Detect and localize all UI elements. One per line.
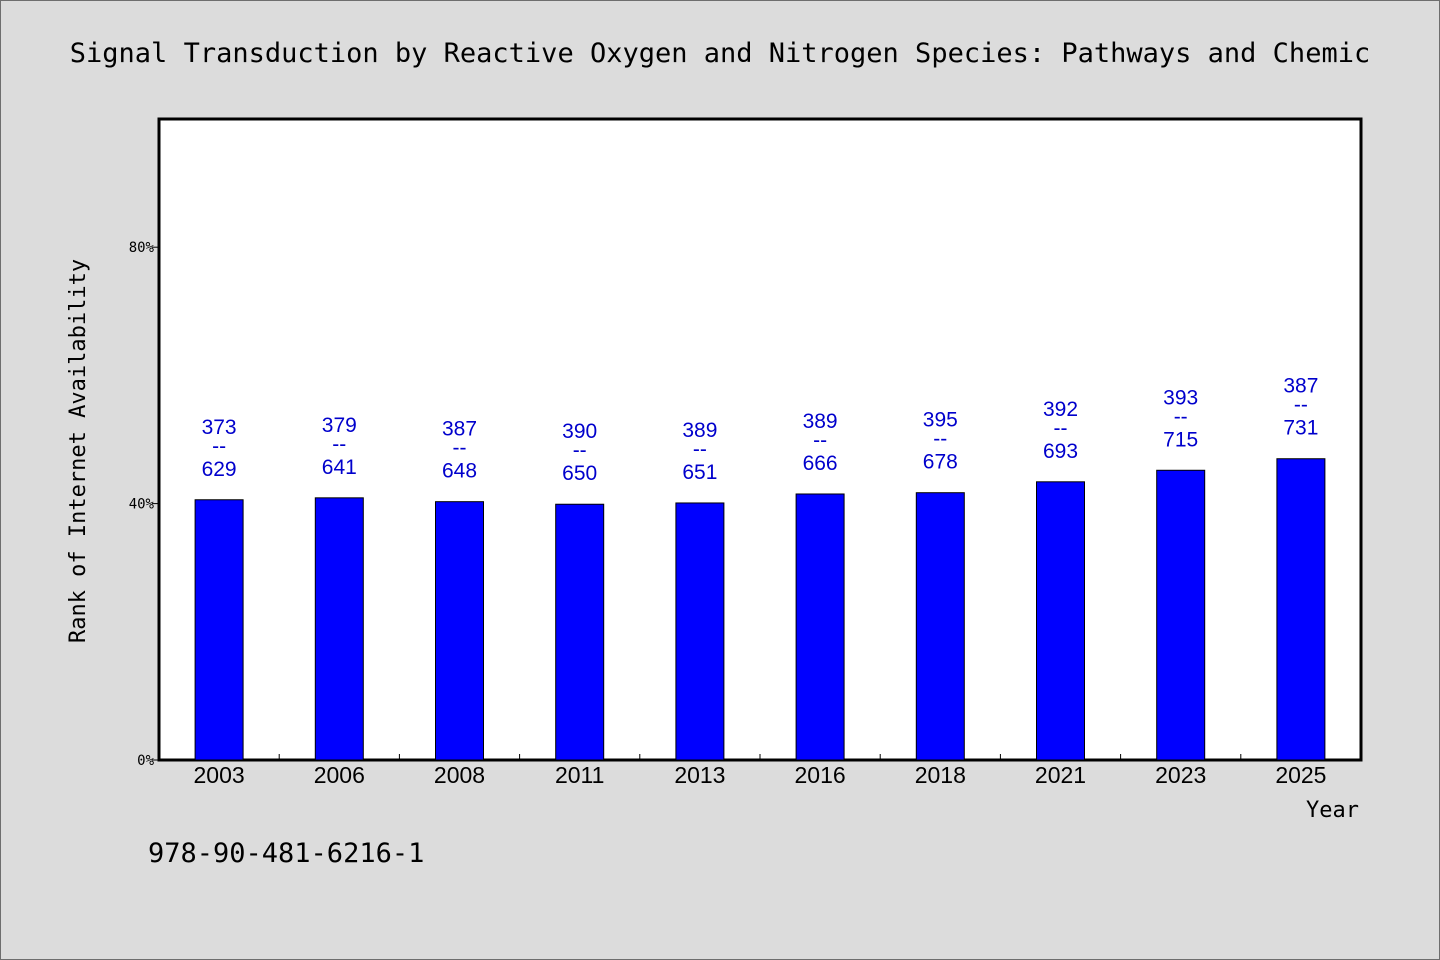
bar-label-separator: -- (332, 433, 346, 456)
axis-ticks: 0% 40% 80% 2003 2006 2008 2011 2013 2016 2018 2021… (129, 240, 1327, 788)
bar-label-bottom: 693 (1043, 440, 1078, 463)
footnote-isbn: 978-90-481-6216-1 (148, 838, 424, 869)
bar-label-bottom: 715 (1163, 428, 1198, 451)
bars (194, 458, 1326, 761)
x-tick-label: 2013 (674, 762, 725, 788)
bar-label-top: 390 (562, 420, 597, 443)
bar-label-separator: -- (453, 437, 467, 460)
bar-label-bottom: 629 (202, 458, 237, 481)
bar-labels: 373--629379--641387--648390--650389--651… (202, 375, 1319, 486)
bar-2021 (1036, 481, 1085, 761)
bar-2011 (555, 503, 605, 761)
bar-label-separator: -- (813, 429, 827, 452)
x-axis-label: Year (1306, 798, 1359, 823)
y-axis-label: Rank of Internet Availability (66, 259, 91, 643)
bar-label-bottom: 641 (322, 456, 357, 479)
y-tick-label: 0% (137, 753, 154, 769)
bar-label-top: 389 (803, 410, 838, 433)
x-tick-label: 2018 (915, 762, 966, 788)
bar-label-top: 387 (442, 418, 477, 441)
bar-label-top: 379 (322, 414, 357, 437)
bar-label-bottom: 731 (1283, 417, 1318, 440)
bar-label-separator: -- (933, 428, 947, 451)
x-tick-label: 2021 (1035, 762, 1086, 788)
bar-label-top: 387 (1283, 375, 1318, 398)
bar-label-separator: -- (573, 439, 587, 462)
bar-label-top: 373 (202, 416, 237, 439)
bar-label-bottom: 648 (442, 460, 477, 483)
bar-label-separator: -- (1294, 394, 1308, 417)
bar-label-bottom: 651 (682, 461, 717, 484)
bar-2023 (1156, 469, 1206, 761)
bar-label-bottom: 666 (803, 452, 838, 475)
bar-2016 (795, 493, 845, 761)
x-tick-label: 2003 (194, 762, 245, 788)
bar-2018 (915, 492, 965, 761)
y-tick-label: 40% (129, 497, 155, 513)
bar-label-separator: -- (1174, 405, 1188, 428)
x-tick-label: 2008 (434, 762, 485, 788)
bar-label-separator: -- (1054, 417, 1068, 440)
y-tick-label: 80% (129, 240, 155, 256)
bar-label-bottom: 678 (923, 451, 958, 474)
x-tick-label: 2025 (1275, 762, 1326, 788)
bar-2008 (435, 501, 484, 761)
chart-title: Signal Transduction by Reactive Oxygen a… (70, 38, 1370, 69)
bar-label-bottom: 650 (562, 462, 597, 485)
x-tick-label: 2011 (555, 762, 604, 788)
x-tick-label: 2006 (314, 762, 365, 788)
bar-label-top: 395 (923, 409, 958, 432)
bar-label-top: 392 (1043, 398, 1078, 421)
x-tick-label: 2016 (795, 762, 846, 788)
bar-label-separator: -- (212, 435, 226, 458)
bar-2013 (675, 502, 725, 761)
bar-label-separator: -- (693, 438, 707, 461)
x-tick-label: 2023 (1155, 762, 1206, 788)
bar-2025 (1276, 458, 1326, 761)
bar-label-top: 389 (682, 419, 717, 442)
bar-2003 (194, 499, 244, 761)
bar-2006 (314, 497, 364, 761)
bar-label-top: 393 (1163, 386, 1198, 409)
